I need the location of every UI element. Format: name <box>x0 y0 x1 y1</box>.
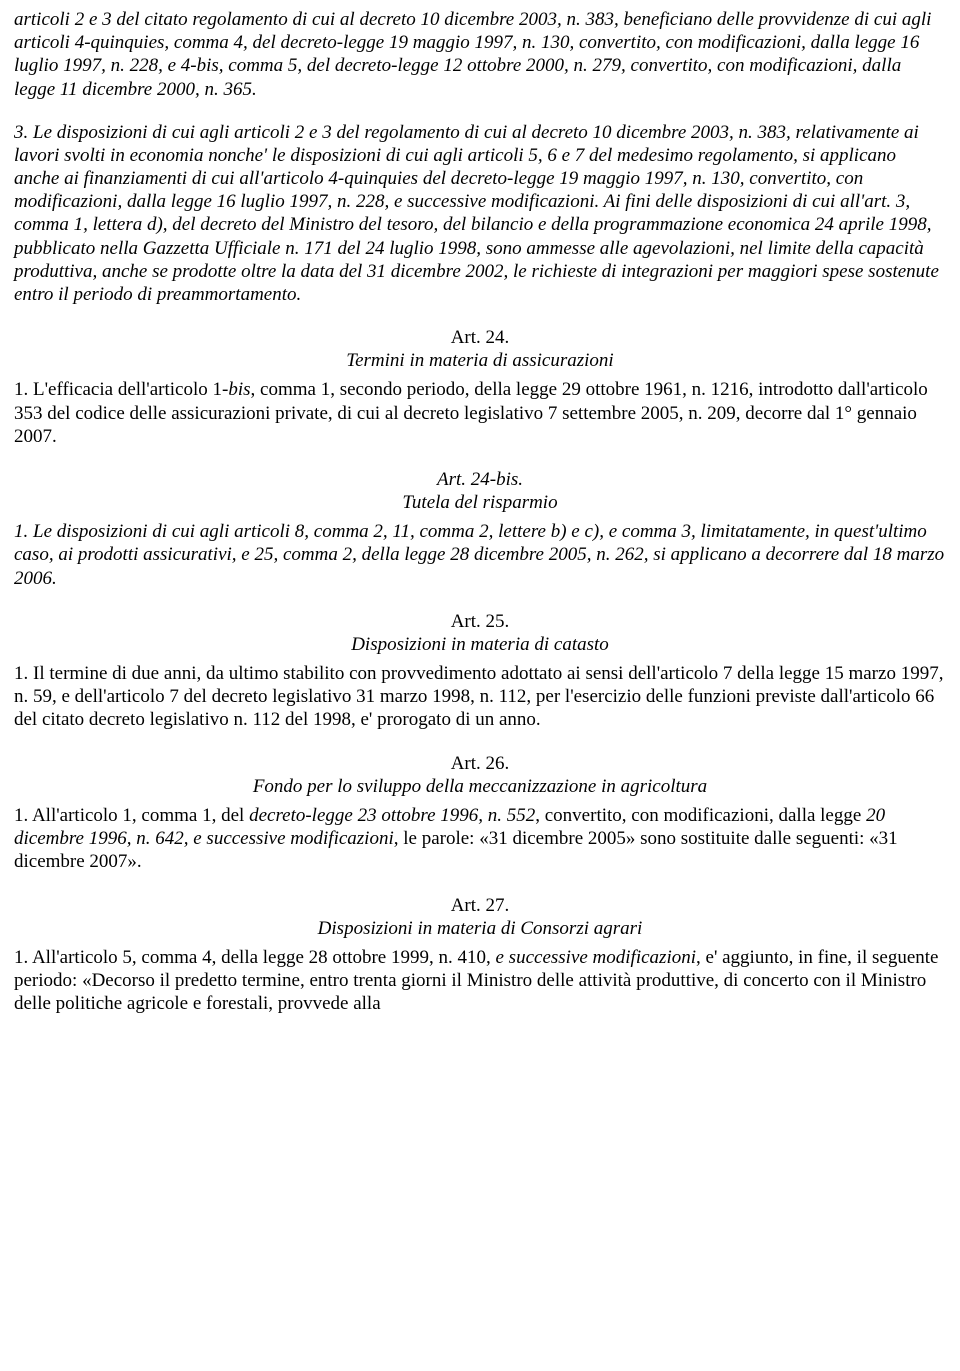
text-a: 1. L'efficacia dell'articolo 1- <box>14 379 228 400</box>
text: articoli 2 e 3 del citato regolamento di… <box>14 9 931 100</box>
article-title: Fondo per lo sviluppo della meccanizzazi… <box>14 775 946 798</box>
article-number: Art. 26. <box>14 752 946 775</box>
text-b: decreto-legge 23 ottobre 1996, n. 552 <box>249 805 535 826</box>
article-title: Disposizioni in materia di Consorzi agra… <box>14 917 946 940</box>
article-title: Tutela del risparmio <box>14 491 946 514</box>
article-number: Art. 24. <box>14 326 946 349</box>
article-number: Art. 27. <box>14 894 946 917</box>
article-26-heading: Art. 26. Fondo per lo sviluppo della mec… <box>14 752 946 798</box>
article-24bis-heading: Art. 24-bis. Tutela del risparmio <box>14 468 946 514</box>
article-title: Termini in materia di assicurazioni <box>14 349 946 372</box>
article-title: Disposizioni in materia di catasto <box>14 633 946 656</box>
article-25-heading: Art. 25. Disposizioni in materia di cata… <box>14 610 946 656</box>
article-26-paragraph: 1. All'articolo 1, comma 1, del decreto-… <box>14 804 946 874</box>
article-27-heading: Art. 27. Disposizioni in materia di Cons… <box>14 894 946 940</box>
article-number: Art. 24-bis. <box>14 468 946 491</box>
article-24-paragraph: 1. L'efficacia dell'articolo 1-bis, comm… <box>14 378 946 448</box>
text-a: 1. All'articolo 5, comma 4, della legge … <box>14 947 496 968</box>
text: 1. Le disposizioni di cui agli articoli … <box>14 521 944 588</box>
article-24bis-paragraph: 1. Le disposizioni di cui agli articoli … <box>14 520 946 590</box>
article-25-paragraph: 1. Il termine di due anni, da ultimo sta… <box>14 662 946 732</box>
intro-paragraph-a: articoli 2 e 3 del citato regolamento di… <box>14 8 946 101</box>
intro-paragraph-b: 3. Le disposizioni di cui agli articoli … <box>14 121 946 306</box>
text-c: , convertito, con modificazioni, dalla l… <box>535 805 866 826</box>
text-bis: bis <box>228 379 250 400</box>
text-b: e successive modificazioni <box>496 947 697 968</box>
text: 1. Il termine di due anni, da ultimo sta… <box>14 663 943 730</box>
article-27-paragraph: 1. All'articolo 5, comma 4, della legge … <box>14 946 946 1016</box>
article-24-heading: Art. 24. Termini in materia di assicuraz… <box>14 326 946 372</box>
text-italic: 3. Le disposizioni di cui agli articoli … <box>14 122 931 282</box>
article-number: Art. 25. <box>14 610 946 633</box>
text-a: 1. All'articolo 1, comma 1, del <box>14 805 249 826</box>
